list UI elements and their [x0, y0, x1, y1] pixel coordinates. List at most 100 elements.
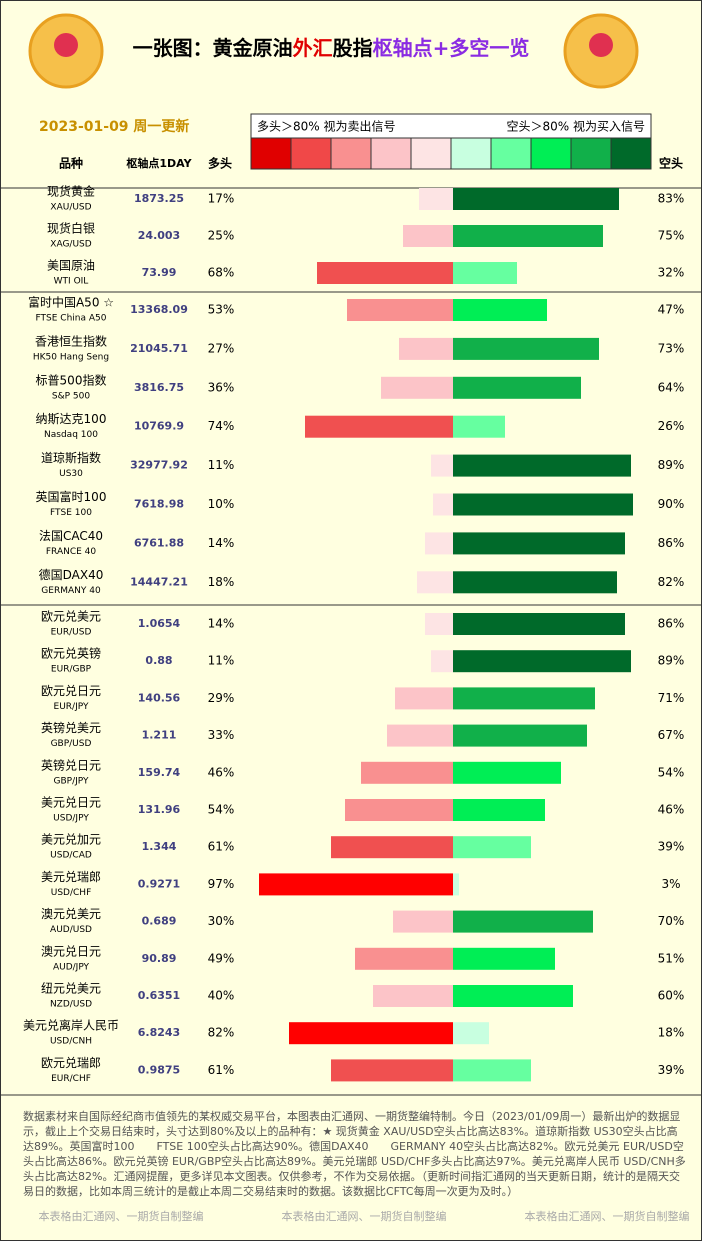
long-bar	[395, 687, 453, 710]
row-name: 纽元兑美元	[41, 982, 101, 996]
row-code: EUR/USD	[51, 628, 92, 638]
legend-swatch	[490, 137, 532, 170]
short-bar	[453, 947, 555, 970]
pivot: 7618.98	[134, 498, 184, 511]
legend-swatch	[570, 137, 612, 170]
short-bar	[453, 188, 619, 210]
column-header: 枢轴点1DAY	[126, 156, 192, 170]
legend-text: 空头＞80% 视为买入信号	[507, 119, 646, 134]
watermark: 本表格由汇通网、一期货自制整编	[39, 1209, 204, 1223]
long-bar	[417, 571, 453, 594]
pivot: 131.96	[138, 803, 181, 816]
legend-swatch	[610, 137, 652, 170]
row-code: USD/CNH	[50, 1037, 92, 1047]
row-name: 澳元兑日元	[41, 944, 101, 958]
title-part: 一张图：黄金原油	[133, 36, 293, 60]
row-code: EUR/CHF	[51, 1074, 91, 1084]
short-bar	[453, 225, 603, 247]
short-bar	[453, 761, 561, 784]
pivot: 73.99	[142, 266, 177, 279]
pivot: 0.6351	[138, 989, 180, 1002]
column-header: 空头	[659, 156, 683, 171]
long-label: 10%	[208, 497, 235, 511]
short-label: 60%	[658, 989, 685, 1003]
short-label: 90%	[658, 497, 685, 511]
long-bar	[259, 873, 453, 896]
title-part: 股指	[333, 36, 373, 60]
short-bar	[453, 532, 625, 555]
pivot: 6761.88	[134, 536, 184, 549]
short-bar	[453, 873, 459, 896]
pivot: 90.89	[142, 952, 177, 965]
row-name: 纳斯达克100	[36, 412, 107, 426]
long-bar	[347, 299, 453, 321]
short-label: 86%	[658, 536, 685, 550]
long-label: 97%	[208, 877, 235, 891]
row-code: NZD/USD	[50, 1000, 92, 1010]
row-name: 欧元兑英镑	[41, 646, 101, 661]
row-name: 欧元兑日元	[41, 684, 101, 698]
row-code: XAG/USD	[50, 240, 91, 250]
pivot: 24.003	[138, 229, 180, 242]
short-label: 75%	[658, 229, 685, 243]
logo	[589, 33, 613, 57]
long-label: 68%	[208, 266, 235, 280]
short-bar	[453, 1022, 489, 1045]
short-label: 70%	[658, 914, 685, 928]
date: 2023-01-09 周一更新	[39, 118, 189, 135]
short-bar	[453, 836, 531, 859]
short-label: 3%	[661, 877, 680, 891]
long-label: 36%	[208, 380, 235, 394]
short-label: 47%	[658, 303, 685, 317]
pivot: 13368.09	[130, 303, 188, 316]
short-label: 54%	[658, 765, 685, 779]
row-name: 英镑兑美元	[41, 720, 101, 735]
long-bar	[403, 225, 453, 247]
legend-swatch	[530, 137, 572, 170]
legend-swatch	[290, 137, 332, 170]
short-bar	[453, 415, 505, 438]
long-bar	[331, 1059, 453, 1082]
short-bar	[453, 985, 573, 1007]
row-code: AUD/JPY	[53, 962, 90, 972]
short-bar	[453, 376, 581, 399]
long-label: 11%	[208, 458, 235, 472]
row-name: 澳元兑美元	[41, 907, 101, 921]
long-label: 33%	[208, 728, 235, 742]
short-label: 86%	[658, 617, 685, 631]
row-name: 标普500指数	[36, 372, 107, 387]
pivot: 3816.75	[134, 381, 184, 394]
row-name: 美元兑瑞郎	[41, 870, 101, 884]
short-label: 18%	[658, 1026, 685, 1040]
short-label: 32%	[658, 266, 685, 280]
long-bar	[431, 454, 453, 477]
pivot: 0.88	[145, 654, 172, 667]
title-part: 枢轴点+多空一览	[373, 36, 530, 60]
long-bar	[381, 376, 453, 399]
long-label: 74%	[208, 419, 235, 433]
row-code: FTSE China A50	[36, 314, 107, 324]
long-label: 46%	[208, 765, 235, 779]
short-bar	[453, 799, 545, 821]
column-header: 多头	[208, 156, 232, 171]
long-label: 54%	[208, 803, 235, 817]
row-name: 美元兑离岸人民币	[23, 1018, 119, 1033]
row-name: 现货白银	[47, 221, 95, 236]
short-label: 89%	[658, 654, 685, 668]
short-bar	[453, 613, 625, 635]
row-name: 现货黄金	[47, 184, 95, 199]
long-bar	[425, 532, 453, 555]
long-label: 17%	[208, 192, 235, 206]
column-header: 品种	[59, 156, 83, 171]
long-label: 18%	[208, 575, 235, 589]
watermark: 本表格由汇通网、一期货自制整编	[525, 1209, 690, 1223]
long-bar	[399, 337, 453, 360]
pivot: 6.8243	[138, 1026, 180, 1039]
long-bar	[305, 415, 453, 438]
long-bar	[355, 947, 453, 970]
short-bar	[453, 337, 599, 360]
row-name: 富时中国A50 ☆	[28, 295, 114, 310]
row-name: 美元兑日元	[41, 796, 101, 810]
legend-box	[250, 113, 652, 139]
